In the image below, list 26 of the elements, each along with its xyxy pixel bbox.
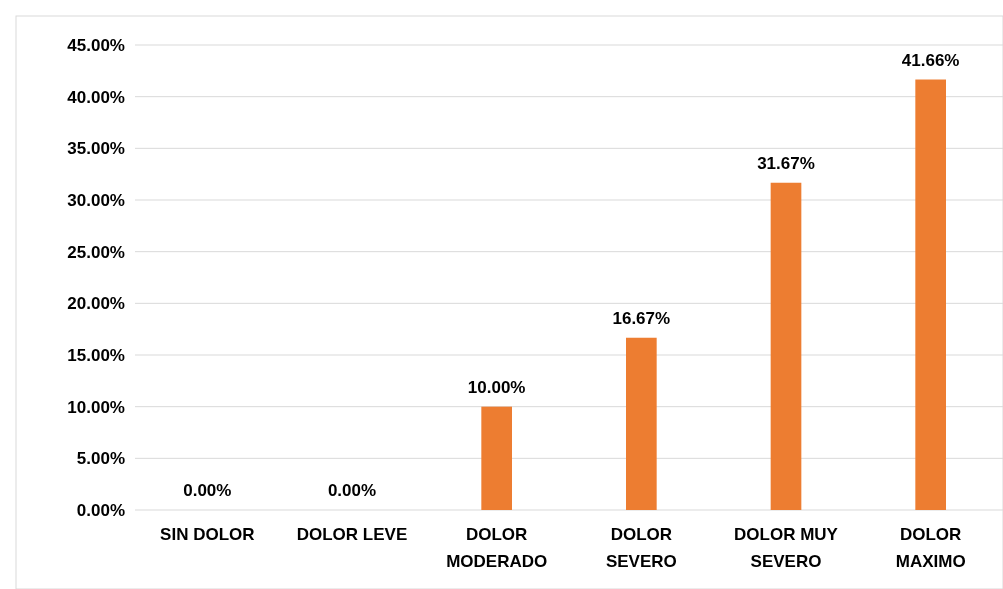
y-tick-label: 45.00% — [67, 35, 125, 55]
x-tick-label: DOLOR MAXIMO — [895, 525, 966, 571]
bar — [915, 79, 946, 510]
bar — [770, 182, 802, 510]
data-label: 10.00% — [467, 377, 526, 397]
data-label: 41.66% — [901, 50, 960, 70]
bar — [481, 406, 512, 510]
y-tick-label: 10.00% — [67, 397, 125, 417]
y-tick-label: 20.00% — [67, 294, 125, 314]
bar — [626, 337, 657, 510]
y-tick-label: 35.00% — [67, 139, 125, 159]
x-tick-label: DOLOR MUY SEVERO — [734, 525, 839, 571]
y-tick-label: 5.00% — [76, 449, 125, 469]
y-tick-label: 0.00% — [76, 500, 125, 520]
x-tick-label: DOLOR MODERADO — [446, 525, 548, 571]
y-tick-label: 30.00% — [67, 190, 125, 210]
data-label: 16.67% — [612, 308, 671, 328]
y-tick-label: 40.00% — [67, 87, 125, 107]
data-label: 31.67% — [757, 153, 815, 173]
y-tick-label: 25.00% — [67, 242, 125, 262]
data-label: 0.00% — [327, 481, 377, 500]
x-tick-label: SIN DOLOR — [160, 525, 255, 544]
x-tick-label: DOLOR LEVE — [296, 525, 408, 544]
y-tick-label: 15.00% — [67, 345, 125, 365]
x-tick-label: DOLOR SEVERO — [605, 525, 677, 571]
data-label: 0.00% — [183, 481, 232, 500]
